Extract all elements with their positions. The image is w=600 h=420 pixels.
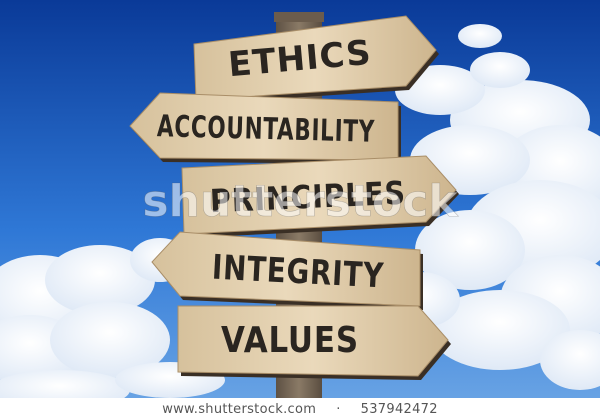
credit-site: www.shutterstock.com <box>162 401 317 417</box>
sign-label-principles: PRINCIPLES <box>209 174 406 221</box>
credit-image-id: 537942472 <box>360 401 438 417</box>
sign-integrity: INTEGRITY <box>151 231 423 310</box>
sign-label-accountability: ACCOUNTABILITY <box>157 109 376 150</box>
clouds-left <box>0 238 225 410</box>
sign-principles: PRINCIPLES <box>181 155 459 238</box>
credit-bar: www.shutterstock.com · 537942472 <box>0 398 600 420</box>
clouds-right <box>380 24 600 390</box>
sign-accountability: ACCOUNTABILITY <box>129 92 401 164</box>
sign-ethics: ETHICS <box>193 15 439 104</box>
sign-label-values: VALUES <box>221 320 359 361</box>
sign-values: VALUES <box>177 305 451 380</box>
sign-label-integrity: INTEGRITY <box>211 248 385 297</box>
watermark: shutterstock <box>142 176 459 227</box>
credit-separator: · <box>336 401 341 417</box>
